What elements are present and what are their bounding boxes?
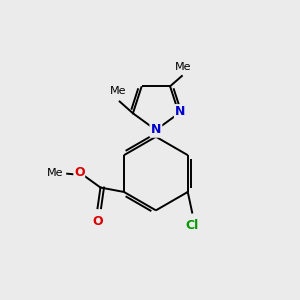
- Text: Me: Me: [175, 61, 192, 72]
- Text: N: N: [151, 124, 161, 136]
- Text: Me: Me: [47, 168, 64, 178]
- Text: O: O: [92, 214, 103, 228]
- Text: Cl: Cl: [186, 219, 199, 232]
- Text: N: N: [175, 105, 185, 118]
- Text: O: O: [74, 166, 85, 179]
- Text: Me: Me: [110, 86, 127, 96]
